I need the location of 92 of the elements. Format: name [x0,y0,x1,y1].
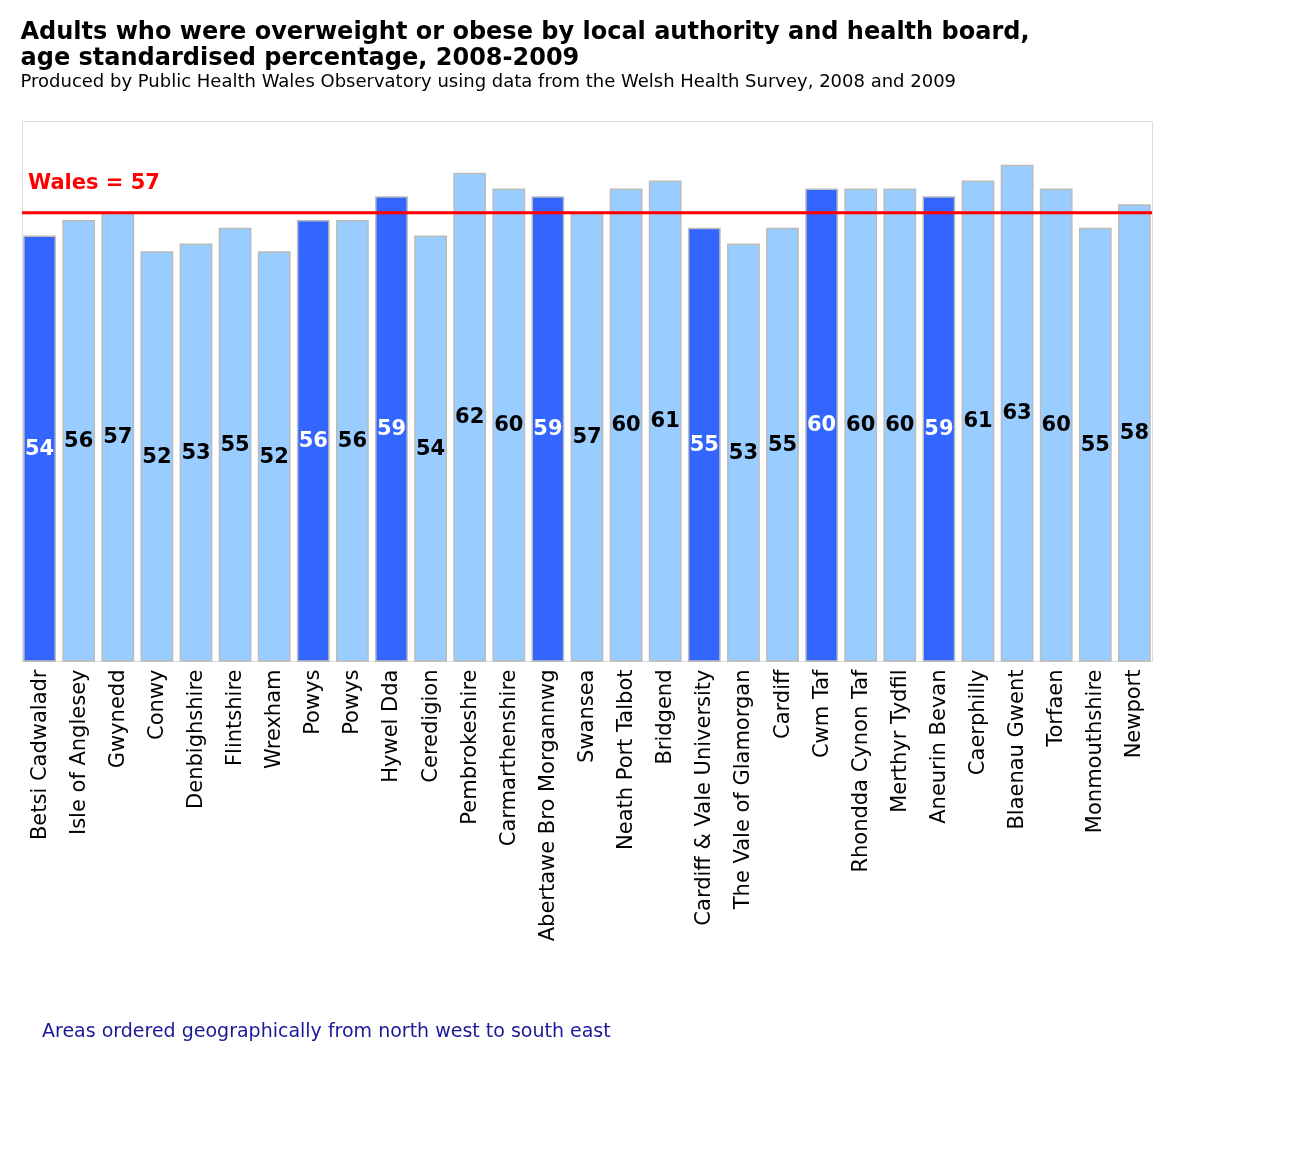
bar [727,243,760,662]
data-label: 59 [376,416,407,441]
x-tick-label: Isle of Anglesey [65,669,90,836]
bar [609,188,643,662]
data-label: 60 [846,412,876,437]
bar [844,188,878,662]
bar [805,188,838,662]
bar [1118,204,1151,662]
data-label: 58 [1119,419,1150,444]
data-label: 52 [259,443,289,468]
data-label: 55 [1080,431,1110,456]
data-label: 56 [337,427,368,452]
x-tick-label: Wrexham [261,669,286,770]
x-tick-label: Swansea [574,669,598,763]
bar [62,219,96,662]
x-tick-label: Ceredigion [417,669,442,783]
bar [296,219,330,662]
data-label: 55 [689,431,719,456]
x-tick-label: Torfaen [1043,669,1068,748]
data-label: 60 [885,412,915,437]
text: Areas ordered geographically from north west to south east [42,1019,611,1041]
x-tick-label: Powys [339,669,364,735]
bar [648,180,682,662]
data-label: 60 [806,412,837,437]
data-label: 52 [142,443,172,468]
x-tick-label: Monmouthshire [1082,669,1107,834]
bar [257,251,291,662]
data-label: 63 [1002,400,1032,425]
data-label: 57 [572,423,602,448]
data-label: 60 [611,412,641,437]
bar [961,180,995,662]
data-label: 54 [24,435,55,460]
data-label: 53 [728,439,759,464]
x-tick-label: Neath Port Talbot [613,669,638,850]
data-label: 61 [963,408,993,433]
data-label: 57 [103,423,133,448]
x-tick-label: Flintshire [222,669,247,766]
data-label: 60 [1041,412,1071,437]
bar [414,235,447,662]
bar [492,188,526,662]
x-tick-label: Cwm Taf [808,668,833,759]
x-tick-label: Merthyr Tydfil [886,669,911,813]
data-label: 53 [181,439,211,464]
text: Adults who were overweight or obese by local authority and health board, [20,17,1030,45]
x-tick-label: Bridgend [652,669,677,765]
data-label: 62 [455,404,485,429]
bar [766,227,799,662]
x-tick-label: Aneurin Bevan [925,669,950,824]
x-tick-label: Conwy [143,669,168,740]
bar [218,227,252,662]
x-tick-label: Blaenau Gwent [1004,669,1029,830]
bar [1078,227,1112,662]
data-label: 59 [924,416,954,441]
data-label: 56 [64,427,94,452]
bar [375,196,408,662]
bar [1000,164,1034,662]
bar [23,235,56,662]
data-label: 55 [767,431,798,456]
data-label: 55 [220,431,250,456]
ref-line-label: Wales = 57 [28,169,160,194]
x-tick-label: Cardiff [769,668,794,739]
bar [570,212,604,662]
data-label: 60 [494,412,524,437]
bar [179,243,213,662]
text: age standardised percentage, 2008-2009 [20,43,580,71]
x-tick-label: Denbighshire [183,669,207,809]
x-tick-label: Newport [1121,669,1146,759]
chart-subtitle: Produced by Public Health Wales Observatory using data from the Welsh Health Survey, 2008 and 2009 [20,70,957,91]
bar [140,251,174,662]
x-tick-label: Carmarthenshire [495,669,520,847]
x-tick-label: Cardiff & Vale University [691,669,716,926]
x-tick-label: Caerphilly [965,669,989,776]
bar [101,212,135,662]
x-tick-label: The Vale of Glamorgan [730,669,755,911]
x-tick-label: Powys [300,669,325,735]
x-tick-label: Pembrokeshire [456,669,481,825]
data-label: 59 [533,416,563,441]
x-tick-label: Hywel Dda [378,669,403,783]
bar [453,172,487,662]
bar [336,219,369,662]
x-tick-label: Abertawe Bro Morgannwg [534,669,559,942]
x-tick-label: Gwynedd [104,669,129,769]
x-tick-label: Betsi Cadwaladr [26,669,51,841]
data-label: 56 [298,427,328,452]
bar [687,227,721,662]
bar [922,196,956,662]
x-tick-label: Rhondda Cynon Taf [847,668,872,873]
data-label: 54 [415,435,446,460]
bar [1039,188,1073,662]
data-label: 61 [650,408,680,433]
bar [883,188,917,662]
bar [531,196,565,662]
